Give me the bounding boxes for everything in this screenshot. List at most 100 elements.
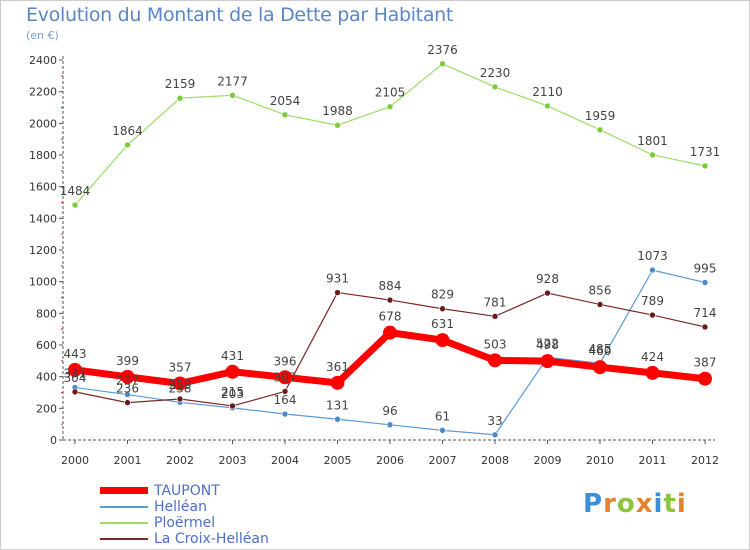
data-point-ploermel [334,121,341,129]
data-label-hellean: 331 [64,367,87,381]
data-label-taupont: 361 [326,360,349,374]
data-point-ploermel [439,60,446,68]
data-label-la-croix-hellean: 236 [116,382,139,396]
data-point-ploermel [386,103,394,111]
data-label-hellean: 164 [274,393,297,407]
data-label-taupont: 631 [431,317,454,331]
logo-letter: x [635,489,654,519]
legend-swatch-hellean [100,506,148,508]
data-point-taupont [68,362,82,377]
data-point-ploermel [649,151,656,159]
data-label-hellean: 238 [169,381,192,395]
data-label-ploermel: 1731 [690,145,721,159]
data-point-ploermel [229,92,236,99]
legend-label-la-croix-hellean: La Croix-Helléan [154,531,269,547]
data-label-taupont: 399 [116,354,139,368]
data-point-hellean [491,431,499,439]
data-label-ploermel: 1864 [112,124,143,138]
data-point-taupont [435,333,450,348]
data-label-taupont: 443 [64,347,87,361]
logo-letter: i [676,489,687,519]
data-label-hellean: 485 [589,342,612,356]
data-point-hellean [281,410,289,418]
data-point-taupont [645,365,660,380]
data-point-la-croix-hellean [439,305,446,313]
data-point-hellean [649,266,656,274]
data-label-ploermel: 1959 [585,109,616,123]
x-tick-label: 2001 [114,454,142,467]
data-point-la-croix-hellean [176,395,184,403]
data-label-la-croix-hellean: 884 [379,279,402,293]
data-labels: 443 399 357 431 396 361 678 631 503 498 460 424 387 3… [60,43,721,428]
data-point-ploermel [544,102,551,110]
data-label-ploermel: 2376 [427,43,458,57]
data-point-la-croix-hellean [334,289,341,296]
y-tick-label: 600 [36,339,57,352]
data-label-taupont: 424 [641,350,664,364]
logo-letter: t [663,489,677,519]
data-label-hellean: 995 [694,261,717,275]
data-point-ploermel [596,126,604,134]
data-label-ploermel: 2159 [165,77,196,91]
data-point-ploermel [281,111,289,119]
data-label-taupont: 357 [169,360,192,374]
data-point-taupont [488,353,502,368]
logo-letter: i [653,489,664,519]
data-label-ploermel: 2054 [270,94,301,108]
data-point-la-croix-hellean [701,323,709,331]
data-label-taupont: 396 [274,354,297,368]
data-label-hellean: 287 [116,374,139,388]
data-point-la-croix-hellean [281,388,289,395]
x-tick-label: 2009 [534,454,562,467]
data-label-la-croix-hellean: 304 [64,371,87,385]
data-point-la-croix-hellean [229,402,236,410]
data-point-taupont [330,375,345,390]
data-label-ploermel: 2177 [217,74,248,88]
data-label-taupont: 503 [484,337,507,351]
y-tick-label: 2000 [29,117,57,130]
data-label-hellean: 203 [221,387,244,401]
data-label-la-croix-hellean: 307 [274,370,297,384]
data-point-la-croix-hellean [491,313,499,320]
data-label-taupont: 498 [536,338,559,352]
series-points [68,60,712,439]
data-label-hellean: 522 [536,336,559,350]
data-point-taupont [225,364,240,379]
data-point-taupont [593,360,607,375]
y-tick-label: 0 [50,434,57,447]
y-tick-label: 400 [36,371,57,384]
data-point-la-croix-hellean [596,301,604,308]
logo-letter: o [616,489,636,519]
data-label-ploermel: 2105 [375,86,406,100]
data-point-hellean [386,421,394,429]
data-label-hellean: 96 [382,404,397,418]
x-tick-label: 2012 [691,454,719,467]
data-point-hellean [701,279,709,286]
data-label-taupont: 678 [379,310,402,324]
chart-axes: 0 200 400 600 800 1000 1200 1400 1600 1800 2000 220… [29,54,719,467]
data-label-hellean: 33 [487,414,502,428]
y-tick-label: 1400 [29,212,57,225]
data-label-la-croix-hellean: 931 [326,272,349,286]
data-point-ploermel [124,141,131,149]
x-tick-label: 2007 [429,454,457,467]
data-point-ploermel [701,162,709,170]
legend-label-hellean: Helléan [154,499,207,515]
y-tick-label: 1000 [29,276,57,289]
data-label-ploermel: 2110 [532,85,563,99]
y-tick-label: 800 [36,307,57,320]
logo-letter: r [603,489,617,519]
data-label-la-croix-hellean: 215 [221,385,244,399]
data-label-hellean: 61 [435,409,450,423]
x-tick-label: 2005 [324,454,352,467]
data-label-la-croix-hellean: 928 [536,272,559,286]
data-point-la-croix-hellean [544,289,551,297]
y-tick-label: 200 [36,402,57,415]
proxiti-logo: Proxiti [583,489,687,519]
x-tick-label: 2004 [271,454,299,467]
chart-unit-label: (en €) [26,29,59,42]
data-label-ploermel: 1801 [637,134,668,148]
x-tick-label: 2008 [481,454,509,467]
